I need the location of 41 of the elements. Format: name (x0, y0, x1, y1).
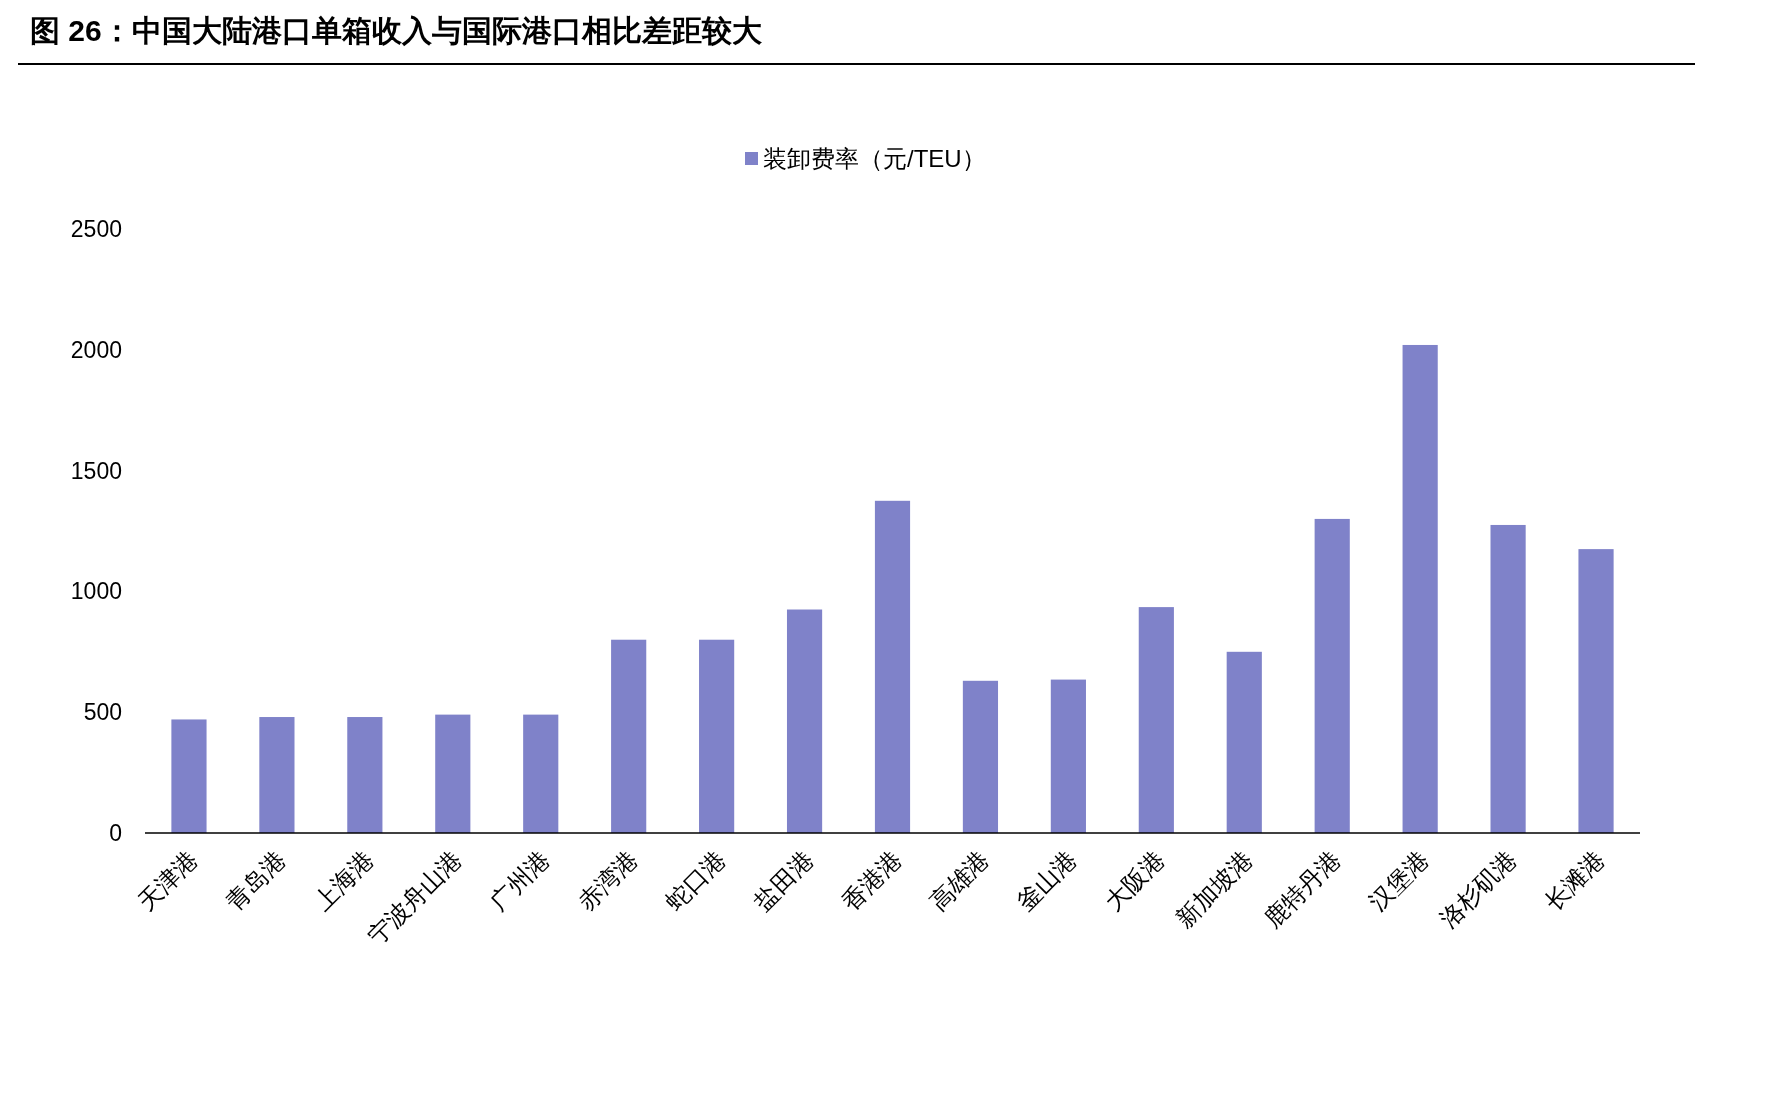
x-tick-label: 汉堡港 (1363, 845, 1434, 916)
x-tick-label: 广州港 (484, 845, 555, 916)
x-tick-label: 青岛港 (220, 845, 291, 916)
bar (1402, 344, 1438, 833)
x-tick-label: 香港港 (836, 845, 907, 916)
x-tick-label: 天津港 (132, 845, 203, 916)
y-tick-label: 1500 (70, 457, 122, 484)
chart-title: 图 26：中国大陆港口单箱收入与国际港口相比差距较大 (30, 14, 763, 47)
x-tick-label: 釜山港 (1011, 845, 1082, 916)
bar (1490, 524, 1526, 833)
bar (611, 639, 647, 833)
legend-label: 装卸费率（元/TEU） (763, 145, 986, 173)
bar (1314, 518, 1350, 833)
x-tick-label: 鹿特丹港 (1258, 845, 1346, 933)
y-tick-label: 2000 (70, 336, 122, 363)
x-tick-label: 赤湾港 (572, 845, 643, 916)
bar (1578, 549, 1614, 833)
bar (1138, 607, 1174, 833)
x-tick-label: 大阪港 (1099, 845, 1170, 916)
bar (435, 714, 471, 833)
y-tick-label: 0 (109, 820, 122, 847)
bar (874, 500, 911, 833)
x-tick-label: 高雄港 (923, 845, 994, 916)
x-tick-label: 洛杉矶港 (1434, 845, 1522, 933)
x-tick-label: 盐田港 (748, 845, 819, 916)
bar (699, 639, 735, 833)
bar (171, 719, 207, 833)
bar (962, 680, 999, 833)
x-tick-label: 新加坡港 (1170, 845, 1258, 933)
bar (786, 609, 823, 833)
x-tick-label: 上海港 (308, 845, 379, 916)
bar (1050, 679, 1086, 833)
y-tick-label: 2500 (70, 216, 122, 243)
y-tick-label: 1000 (70, 578, 122, 605)
bar (347, 717, 383, 833)
y-tick-label: 500 (83, 699, 122, 726)
bar (259, 717, 295, 833)
bar (523, 714, 559, 833)
bar (1226, 651, 1262, 833)
x-tick-label: 长滩港 (1539, 845, 1610, 916)
x-tick-label: 蛇口港 (660, 845, 731, 916)
